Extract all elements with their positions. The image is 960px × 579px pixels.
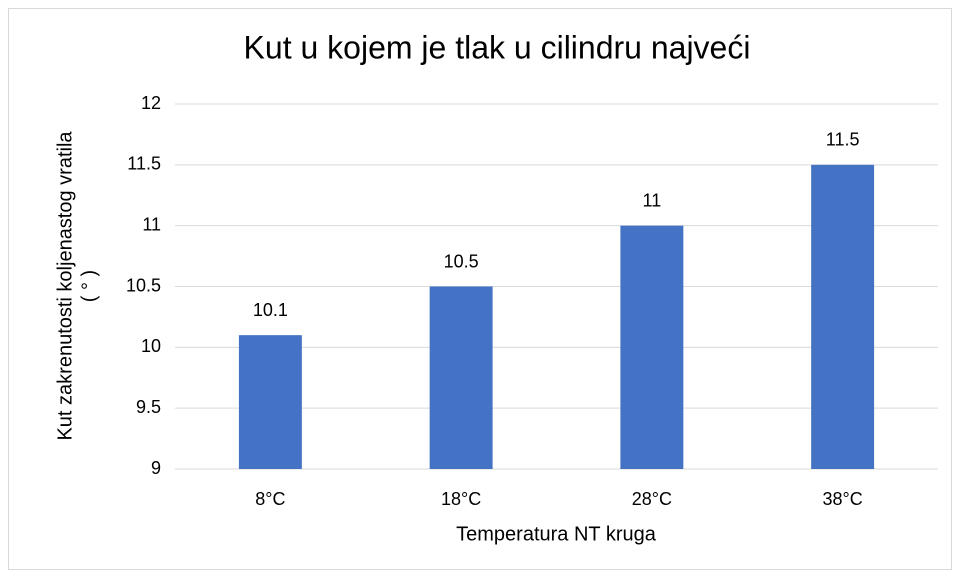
x-tick-label: 8°C: [255, 489, 285, 509]
data-label: 10.5: [444, 251, 479, 271]
bar: [429, 286, 493, 469]
bar: [238, 335, 302, 469]
y-axis-label: Kut zakrenutosti koljenastog vratila ( °…: [54, 131, 100, 441]
y-tick-label: 11: [142, 214, 161, 234]
bar: [620, 225, 684, 469]
bar: [811, 164, 875, 470]
chart-title: Kut u kojem je tlak u cilindru najveći: [244, 29, 751, 65]
y-tick-label: 10: [141, 336, 161, 356]
y-tick-label: 9: [151, 458, 161, 478]
x-tick-label: 18°C: [441, 489, 481, 509]
data-label: 11: [643, 190, 662, 210]
y-tick-label: 12: [141, 93, 161, 113]
y-tick-label: 10.5: [126, 275, 161, 295]
y-tick-label: 9.5: [136, 397, 161, 417]
data-label: 11.5: [826, 130, 860, 150]
data-label: 10.1: [253, 300, 288, 320]
y-tick-label: 11.5: [127, 154, 161, 174]
x-axis-label: Temperatura NT kruga: [456, 523, 657, 545]
x-tick-label: 28°C: [632, 489, 672, 509]
y-axis-label-line: Kut zakrenutosti koljenastog vratila: [54, 131, 76, 441]
y-axis-label-line: ( ° ): [78, 270, 100, 302]
x-tick-label: 38°C: [823, 489, 863, 509]
